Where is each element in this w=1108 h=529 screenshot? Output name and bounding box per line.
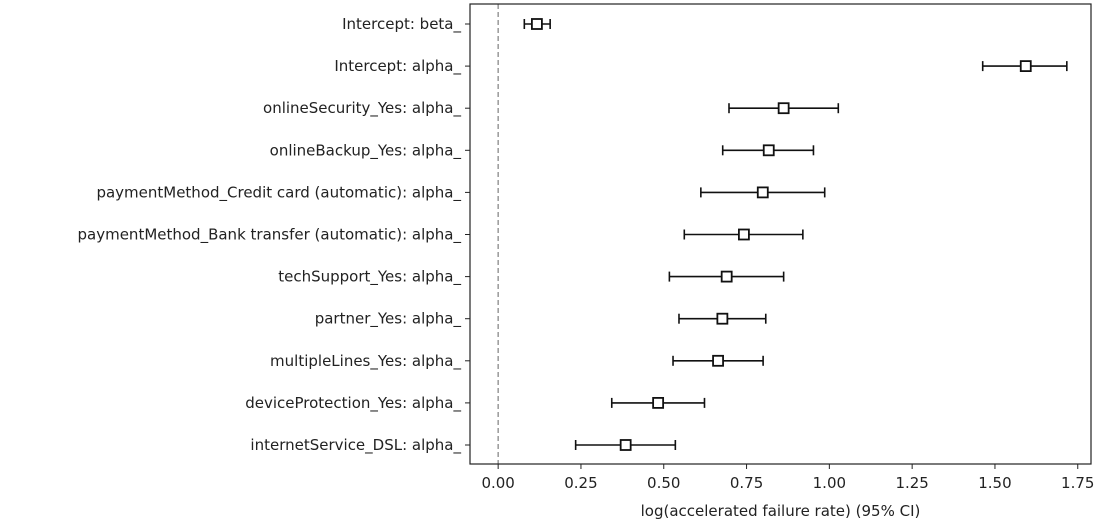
row-label: paymentMethod_Credit card (automatic): a… (96, 183, 461, 202)
row-label: techSupport_Yes: alpha_ (278, 268, 461, 287)
x-tick-label: 0.25 (564, 474, 597, 492)
estimate-marker (756, 186, 769, 199)
row-label: paymentMethod_Bank transfer (automatic):… (78, 226, 462, 245)
estimate-marker (738, 228, 750, 241)
estimate-marker (652, 396, 665, 409)
estimate-marker (762, 144, 775, 157)
x-tick-label: 0.75 (730, 474, 763, 492)
plot-frame (469, 3, 1092, 465)
row-label: deviceProtection_Yes: alpha_ (245, 394, 461, 413)
row-label: internetService_DSL: alpha_ (250, 436, 461, 455)
row-label: partner_Yes: alpha_ (315, 310, 462, 329)
x-tick-label: 1.50 (978, 474, 1011, 492)
estimate-marker (712, 354, 724, 367)
estimate-marker (777, 102, 790, 115)
row-label: onlineBackup_Yes: alpha_ (270, 141, 462, 160)
estimate-marker (720, 270, 733, 283)
x-tick-label: 0.00 (481, 474, 514, 492)
estimate-marker (716, 312, 729, 325)
x-axis-ticks: 0.00 0.25 0.50 0.75 1.00 1.25 1.50 1.75 (481, 464, 1094, 492)
row-labels: Intercept: beta_ Intercept: alpha_ onlineS… (78, 15, 470, 455)
estimate-marks (523, 18, 1068, 451)
x-axis-label: log(accelerated failure rate) (95% CI) (641, 502, 921, 520)
row-label: Intercept: beta_ (342, 15, 461, 34)
x-tick-label: 0.50 (647, 474, 680, 492)
estimate-marker (531, 18, 543, 30)
estimate-marker (1019, 60, 1032, 72)
row-label: Intercept: alpha_ (334, 57, 461, 76)
x-tick-label: 1.75 (1061, 474, 1094, 492)
estimate-marker (619, 439, 632, 451)
row-label: onlineSecurity_Yes: alpha_ (263, 99, 461, 118)
x-tick-label: 1.00 (813, 474, 846, 492)
row-label: multipleLines_Yes: alpha_ (270, 352, 461, 371)
x-tick-label: 1.25 (895, 474, 928, 492)
